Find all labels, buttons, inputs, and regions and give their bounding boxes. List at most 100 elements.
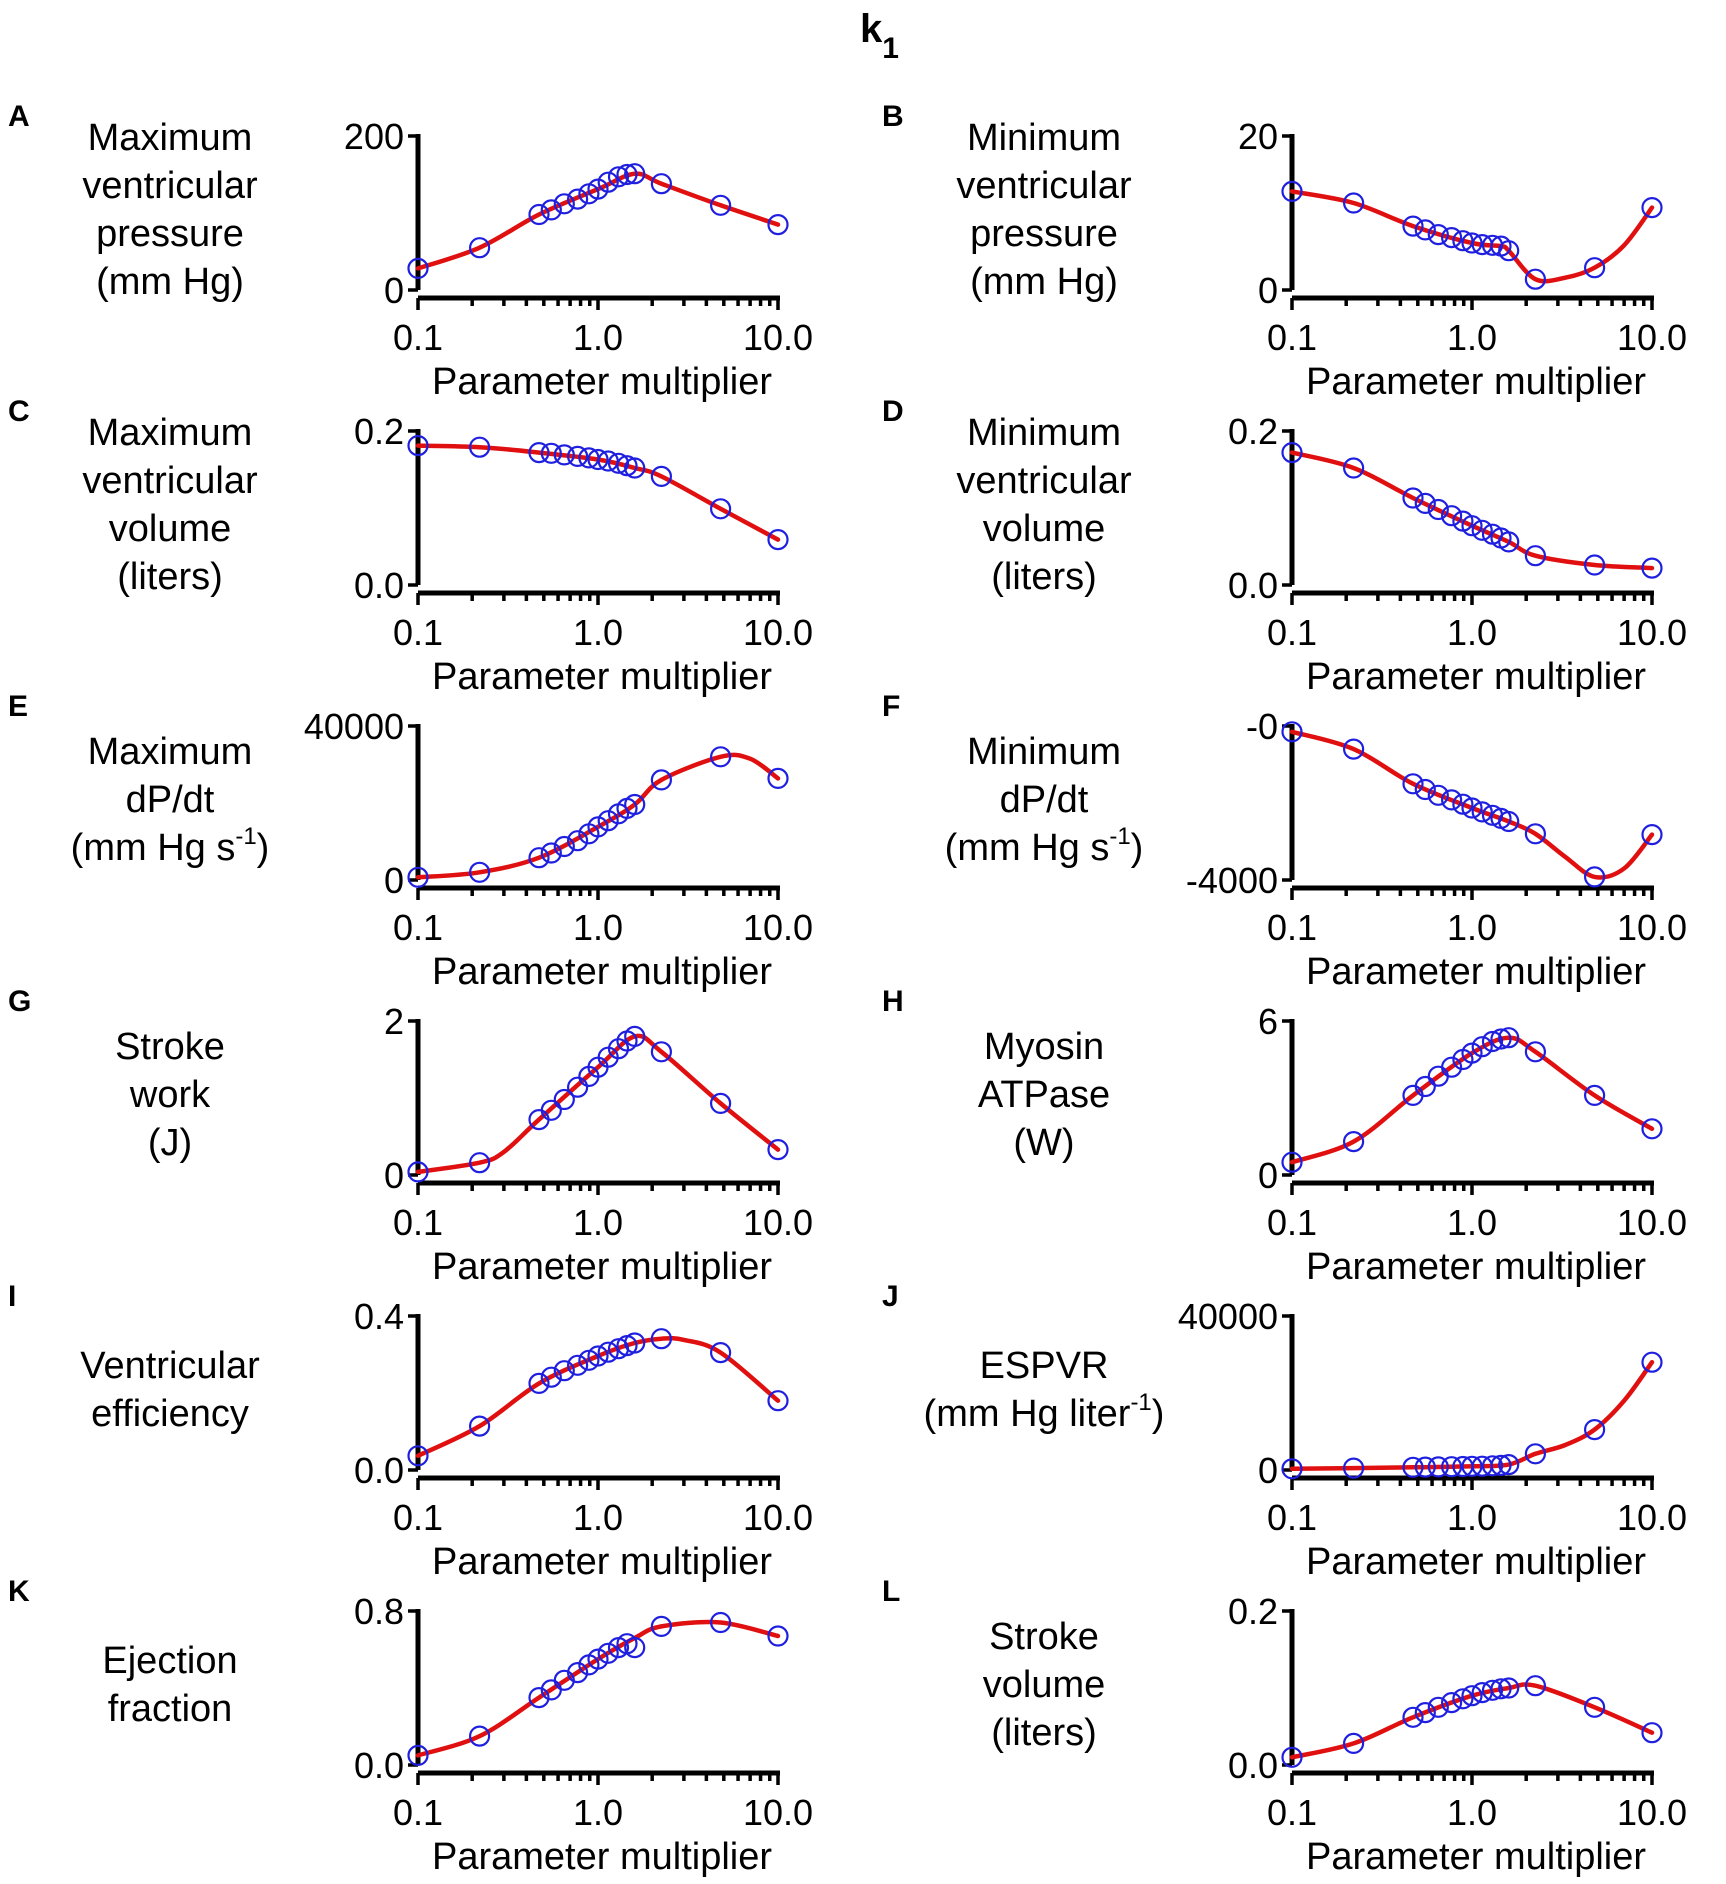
data-point	[1440, 789, 1463, 811]
data-point	[587, 816, 609, 838]
data-point	[1641, 197, 1663, 219]
data-point	[1342, 1732, 1365, 1755]
y-axis-label-line: dP/dt	[126, 779, 215, 821]
data-point	[1427, 498, 1449, 521]
x-tick-label: 0.1	[1267, 612, 1317, 653]
x-tick-label: 1.0	[573, 1792, 623, 1833]
panel-letter: J	[882, 1280, 899, 1313]
panel-letter: L	[882, 1575, 900, 1608]
panel-letter: K	[8, 1575, 30, 1608]
data-point	[1402, 1456, 1424, 1478]
data-point	[1427, 1456, 1449, 1478]
data-point	[1583, 866, 1606, 888]
data-point	[709, 1092, 732, 1115]
y-tick-label: 0	[384, 860, 404, 901]
data-point	[469, 436, 491, 458]
y-axis-label-line: pressure	[96, 213, 244, 255]
y-axis-label-line: (mm Hg liter-1)	[924, 1389, 1165, 1435]
data-point	[469, 237, 491, 259]
data-point	[1461, 515, 1483, 537]
data-point	[1427, 784, 1449, 806]
y-axis-label: Stroke volume (liters)	[983, 1616, 1106, 1754]
data-point	[407, 1161, 429, 1183]
y-tick-label: 0	[1258, 270, 1278, 311]
data-point	[1481, 1455, 1504, 1477]
y-axis-label-line: ventricular	[956, 460, 1132, 502]
panel-k: K Ejection fraction 0.0 0.8 0.1 1.0 10.0Paramet…	[8, 1575, 813, 1878]
data-point	[709, 498, 732, 520]
data-point	[650, 1615, 673, 1638]
y-axis-label-text: (mm Hg s	[945, 827, 1110, 869]
data-point	[1281, 721, 1303, 743]
data-point	[1498, 810, 1520, 833]
fit-curve	[1289, 729, 1655, 880]
y-tick-label: 0.0	[354, 565, 404, 606]
data-point	[1583, 257, 1606, 279]
data-point	[1641, 823, 1663, 846]
data-point	[1524, 1443, 1547, 1465]
x-tick-label: 1.0	[573, 317, 623, 358]
x-tick-label: 0.1	[393, 907, 443, 948]
data-point	[587, 1345, 609, 1367]
y-axis-label-line: (W)	[1013, 1122, 1074, 1164]
x-tick-label: 1.0	[1447, 317, 1497, 358]
fit-curve	[415, 1619, 781, 1758]
y-axis-label-line: Minimum	[967, 731, 1121, 773]
y-axis-label-text: )	[257, 827, 270, 869]
data-point	[553, 1088, 575, 1111]
y-tick-label: 0	[384, 1155, 404, 1196]
data-point	[566, 1354, 589, 1376]
data-point	[1281, 180, 1303, 202]
data-point	[1498, 531, 1520, 553]
x-tick-label: 0.1	[393, 1202, 443, 1243]
data-point	[553, 193, 575, 215]
y-axis-label-line: ventricular	[956, 165, 1132, 207]
data-point	[407, 435, 429, 457]
y-axis-label-line: ATPase	[978, 1074, 1110, 1116]
data-point	[469, 1725, 491, 1747]
data-point	[624, 1332, 646, 1354]
data-point	[1583, 1084, 1606, 1107]
y-axis-label: Maximum ventricular volume (liters)	[82, 412, 258, 598]
panel-letter: H	[882, 985, 904, 1018]
y-axis-label-line: volume	[983, 508, 1106, 550]
y-tick-label: -0	[1246, 706, 1278, 747]
y-tick-label: 40000	[304, 706, 404, 747]
x-axis-label: Parameter multiplier	[432, 1246, 772, 1288]
fit-curve	[1289, 1359, 1655, 1472]
data-point	[1281, 1746, 1303, 1768]
y-tick-label: -4000	[1186, 860, 1278, 901]
data-point	[1342, 738, 1365, 760]
data-point	[650, 1041, 673, 1063]
y-axis-label-line: Minimum	[967, 117, 1121, 159]
y-axis-label: Stroke work (J)	[115, 1026, 225, 1164]
data-point	[566, 1076, 589, 1098]
x-tick-label: 1.0	[1447, 1497, 1497, 1538]
data-point	[650, 1328, 673, 1350]
data-point	[469, 1152, 491, 1174]
y-axis-label-text: (mm Hg s	[71, 827, 236, 869]
data-point	[1583, 1418, 1606, 1441]
y-axis-label-line: Stroke	[989, 1616, 1099, 1658]
y-axis-label-line: fraction	[108, 1688, 233, 1730]
panel-c: C Maximum ventricular volume (liters) 0.0 0.2 0…	[8, 395, 813, 698]
data-point	[650, 465, 673, 487]
data-point	[1440, 1456, 1463, 1478]
y-tick-label: 6	[1258, 1001, 1278, 1042]
data-point	[624, 793, 646, 816]
data-point	[616, 163, 638, 186]
x-tick-label: 1.0	[573, 612, 623, 653]
y-axis-label-line: Maximum	[88, 731, 253, 773]
fit-curve	[415, 1033, 781, 1175]
y-tick-label: 0.8	[354, 1591, 404, 1632]
x-axis-label: Parameter multiplier	[432, 656, 772, 698]
data-point	[1498, 1677, 1520, 1699]
x-tick-label: 10.0	[1617, 317, 1687, 358]
x-tick-label: 1.0	[1447, 1792, 1497, 1833]
data-point	[767, 1390, 789, 1412]
data-point	[528, 847, 550, 869]
